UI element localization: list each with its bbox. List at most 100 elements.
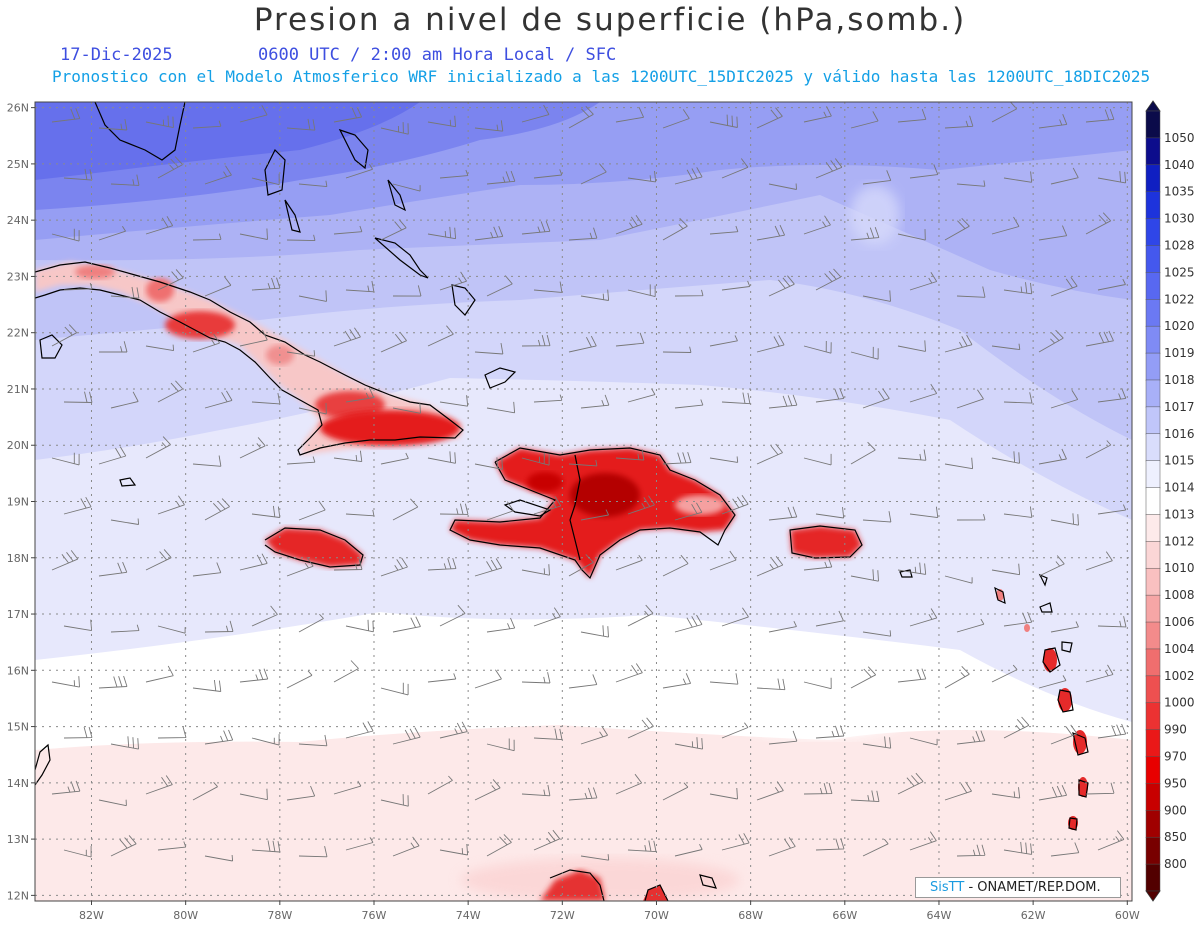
wind-barb — [427, 115, 457, 128]
wind-barb — [850, 111, 879, 129]
lat-lon-grid — [35, 102, 1132, 901]
wind-barb — [850, 569, 879, 582]
lat-label: 26N — [7, 102, 29, 115]
wind-barb — [110, 174, 140, 186]
pressure-band-1020 — [35, 102, 420, 180]
wind-barb — [533, 728, 563, 741]
coast-turks — [484, 367, 517, 389]
wind-barb — [1038, 555, 1065, 577]
wind-barb — [298, 734, 328, 747]
colorbar-swatch — [1145, 299, 1161, 327]
coast-bahamas — [387, 179, 407, 212]
lon-label: 64W — [927, 909, 952, 922]
colorbar-label: 1028 — [1164, 238, 1195, 252]
lat-label: 12N — [7, 889, 29, 902]
wind-barb — [533, 607, 561, 627]
wind-barb — [850, 346, 879, 360]
colorbar-cap-bottom — [1145, 890, 1161, 902]
wind-barb — [110, 835, 137, 857]
credit-box: SisTT - ONAMET/REP.DOM. — [915, 877, 1121, 898]
wind-barb — [251, 393, 281, 405]
wind-barb — [615, 107, 645, 123]
wind-barb — [768, 275, 795, 297]
wind-barb — [1085, 330, 1114, 347]
colorbar-label: 1002 — [1164, 669, 1195, 683]
wind-barb — [909, 608, 938, 627]
coast-south-america — [549, 869, 605, 901]
forecast-date: 17-Dic-2025 — [60, 45, 173, 65]
wind-barb — [721, 607, 749, 627]
coast-south-america — [644, 884, 669, 901]
wind-barb — [1050, 842, 1080, 857]
lat-label: 14N — [7, 777, 29, 790]
wind-barb — [333, 660, 359, 683]
wind-barb — [380, 794, 409, 807]
wind-barb — [580, 163, 607, 185]
coast-hispaniola — [449, 447, 736, 580]
colorbar-label: 1019 — [1164, 346, 1195, 360]
wind-barb — [956, 513, 986, 521]
coast-island — [1072, 731, 1089, 756]
colorbar-label: 800 — [1164, 857, 1187, 871]
lat-label: 25N — [7, 158, 29, 171]
wind-barb — [110, 736, 139, 750]
wind-barb — [333, 558, 363, 571]
wind-barb — [51, 228, 80, 242]
wind-barb — [204, 729, 234, 745]
wind-barb — [192, 120, 222, 129]
wind-barb — [98, 561, 128, 577]
wind-barb — [1085, 212, 1112, 235]
wind-barb — [1038, 114, 1068, 129]
pressure-low — [165, 311, 235, 339]
colorbar-swatch — [1145, 164, 1161, 193]
wind-barb — [897, 772, 924, 795]
colorbar-label: 1017 — [1164, 400, 1195, 414]
colorbar-label: 1030 — [1164, 212, 1195, 226]
wind-barb — [615, 555, 643, 571]
coast-puerto-rico — [789, 525, 863, 559]
wind-barb — [662, 554, 689, 577]
border-haiti-dr — [569, 454, 581, 561]
wind-barb — [380, 452, 409, 465]
wind-barb — [51, 108, 81, 123]
wind-barb — [486, 834, 512, 857]
coast-island — [1078, 779, 1089, 798]
wind-barb — [815, 725, 845, 739]
wind-barb — [99, 341, 128, 353]
wind-barb — [580, 725, 608, 745]
lat-label: 17N — [7, 608, 29, 621]
wind-barb — [427, 451, 456, 464]
wind-barb — [897, 668, 927, 683]
wind-barb — [251, 277, 281, 291]
wind-barb — [486, 275, 513, 297]
wind-barb — [521, 564, 550, 576]
colorbar-label: 1004 — [1164, 642, 1195, 656]
wind-barb — [298, 846, 328, 858]
wind-barb — [63, 496, 92, 515]
pressure-field — [35, 102, 1132, 901]
wind-barb — [850, 790, 880, 803]
wind-barb — [239, 437, 266, 459]
colorbar-label: 1018 — [1164, 373, 1195, 387]
colorbar-label: 1040 — [1164, 158, 1195, 172]
colorbar-label: 1016 — [1164, 427, 1195, 441]
coast-island — [699, 874, 717, 889]
colorbar-label: 1000 — [1164, 696, 1195, 710]
wind-barb — [580, 289, 610, 301]
pressure-colorbar: 1050 1040 1035 1030 1028 1025 1022 1020 1019 1018… — [1145, 100, 1195, 902]
coast-island — [1057, 689, 1074, 713]
colorbar-label: 1035 — [1164, 185, 1195, 199]
colorbar-cap-top — [1145, 100, 1161, 112]
wind-barbs — [51, 102, 1127, 862]
wind-barb — [392, 285, 422, 297]
wind-barb — [721, 833, 750, 851]
wind-barb — [1038, 785, 1068, 801]
wind-barb — [110, 518, 140, 525]
wind-barb — [239, 228, 268, 240]
wind-barb — [204, 498, 230, 521]
wind-barb — [239, 329, 268, 347]
wind-barb — [1097, 388, 1127, 403]
wind-barb — [1003, 392, 1033, 404]
wind-barb — [345, 387, 375, 403]
wind-barb — [956, 730, 986, 745]
